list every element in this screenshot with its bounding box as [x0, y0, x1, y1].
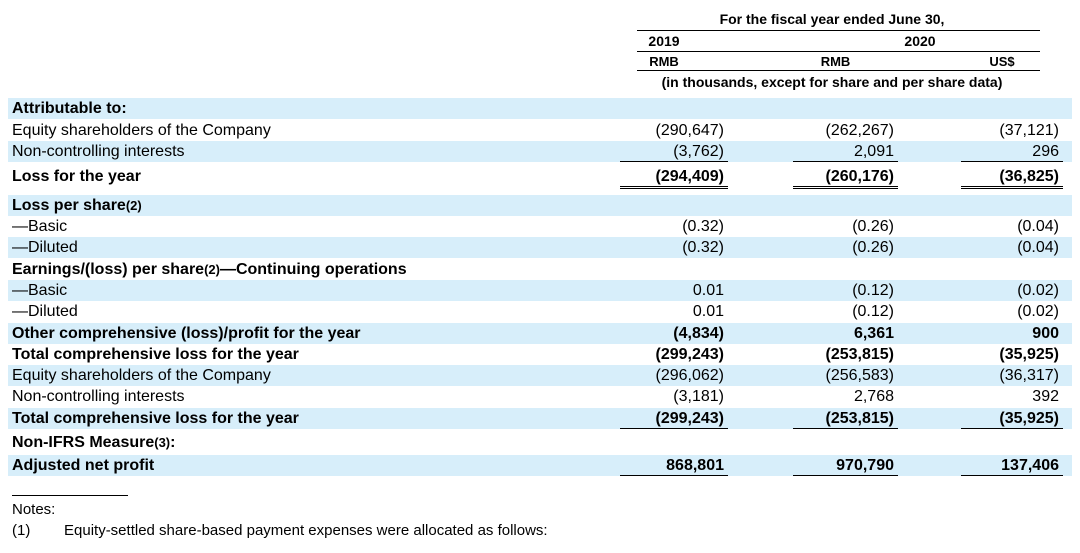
value-col-3: (35,925)	[999, 346, 1059, 363]
period-header: For the fiscal year ended June 30,	[719, 11, 945, 27]
value-col-1: (290,647)	[655, 122, 725, 139]
notes-divider	[12, 495, 128, 496]
row-label: Attributable to:	[12, 100, 127, 117]
table-row: Equity shareholders of the Company (290,6…	[8, 120, 1072, 141]
value-col-2: (253,815)	[793, 408, 898, 429]
value-col-1: (3,181)	[673, 388, 724, 405]
note-1-text: Equity-settled share-based payment expen…	[64, 522, 548, 539]
value-col-3: (35,925)	[961, 408, 1063, 429]
value-col-2: (256,583)	[825, 367, 895, 384]
currency-header-3: US$	[989, 54, 1015, 69]
row-label: —Diluted	[12, 239, 78, 256]
value-col-1: 0.01	[692, 282, 724, 299]
value-col-3: (0.02)	[1017, 282, 1059, 299]
value-col-1: (0.32)	[682, 239, 724, 256]
value-col-1: (3,762)	[620, 141, 728, 162]
value-col-1: (299,243)	[655, 346, 725, 363]
value-col-3: (37,121)	[999, 122, 1059, 139]
row-label: Non-IFRS Measure(3):	[12, 434, 176, 451]
footnote-ref: (3)	[154, 435, 171, 450]
table-row: Equity shareholders of the Company (296,0…	[8, 365, 1072, 386]
row-label: Total comprehensive loss for the year	[12, 410, 299, 427]
row-label: —Basic	[12, 282, 68, 299]
value-col-2: (0.26)	[852, 239, 894, 256]
value-col-2: 2,091	[793, 141, 898, 162]
value-col-3: (36,317)	[999, 367, 1059, 384]
value-col-2: 6,361	[853, 325, 894, 342]
row-label: Equity shareholders of the Company	[12, 367, 271, 384]
value-col-2: 2,768	[853, 388, 894, 405]
row-label: Other comprehensive (loss)/profit for th…	[12, 325, 361, 342]
table-row: Loss for the year (294,409) (260,176) (36,8…	[8, 166, 1072, 189]
currency-header-2: RMB	[820, 54, 851, 69]
row-label: —Diluted	[12, 303, 78, 320]
table-row: Non-IFRS Measure(3):	[8, 432, 1072, 453]
period-rule	[637, 30, 1040, 31]
table-row: —Basic 0.01 (0.12) (0.02)	[8, 280, 1072, 301]
row-label: Loss for the year	[12, 168, 141, 185]
value-col-3: 392	[1032, 388, 1059, 405]
table-row: Adjusted net profit 868,801 970,790 137,406	[8, 455, 1072, 476]
value-col-1: (299,243)	[620, 408, 728, 429]
row-label: —Basic	[12, 218, 68, 235]
note-1-number: (1)	[12, 522, 31, 539]
value-col-1: (296,062)	[655, 367, 725, 384]
value-col-2: (260,176)	[793, 166, 898, 189]
value-col-2: (0.12)	[852, 303, 894, 320]
table-row: Earnings/(loss) per share(2)—Continuing …	[8, 259, 1072, 280]
table-row: Non-controlling interests (3,181) 2,768 392	[8, 386, 1072, 407]
value-col-2: (0.26)	[852, 218, 894, 235]
row-label: Earnings/(loss) per share(2)—Continuing …	[12, 261, 407, 278]
notes-heading: Notes:	[12, 501, 56, 518]
table-row: —Basic (0.32) (0.26) (0.04)	[8, 216, 1072, 237]
table-row: —Diluted (0.32) (0.26) (0.04)	[8, 237, 1072, 258]
units-header: (in thousands, except for share and per …	[661, 74, 1003, 90]
currency-header-1: RMB	[649, 54, 679, 69]
value-col-2: (262,267)	[825, 122, 895, 139]
year-2019-header: 2019	[648, 33, 680, 49]
table-row: Loss per share(2)	[8, 195, 1072, 216]
value-col-1: (0.32)	[682, 218, 724, 235]
value-col-3: 900	[1032, 325, 1059, 342]
row-label: Adjusted net profit	[12, 457, 155, 474]
value-col-1: (294,409)	[620, 166, 728, 189]
year-rule	[637, 51, 1040, 52]
currency-rule	[637, 70, 1040, 71]
footnote-ref: (2)	[125, 198, 142, 213]
value-col-3: (0.04)	[1017, 218, 1059, 235]
table-row: Other comprehensive (loss)/profit for th…	[8, 323, 1072, 344]
row-label: Total comprehensive loss for the year	[12, 346, 299, 363]
value-col-3: 296	[961, 141, 1063, 162]
footnote-ref: (2)	[204, 262, 220, 277]
value-col-2: (253,815)	[825, 346, 895, 363]
row-label: Non-controlling interests	[12, 388, 185, 405]
value-col-3: (0.04)	[1017, 239, 1059, 256]
value-col-3: 137,406	[961, 455, 1063, 476]
value-col-3: (0.02)	[1017, 303, 1059, 320]
table-row: Total comprehensive loss for the year (29…	[8, 408, 1072, 429]
value-col-1: 868,801	[620, 455, 728, 476]
row-label: Non-controlling interests	[12, 143, 185, 160]
year-2020-header: 2020	[904, 33, 936, 49]
value-col-1: (4,834)	[673, 325, 724, 342]
value-col-2: 970,790	[793, 455, 898, 476]
table-row: —Diluted 0.01 (0.12) (0.02)	[8, 301, 1072, 322]
value-col-3: (36,825)	[961, 166, 1063, 189]
value-col-2: (0.12)	[852, 282, 894, 299]
row-label: Loss per share(2)	[12, 197, 142, 214]
table-row: Total comprehensive loss for the year (29…	[8, 344, 1072, 365]
table-row: Non-controlling interests (3,762) 2,091 296	[8, 141, 1072, 162]
value-col-1: 0.01	[692, 303, 724, 320]
row-label: Equity shareholders of the Company	[12, 122, 271, 139]
table-row: Attributable to:	[8, 98, 1072, 119]
